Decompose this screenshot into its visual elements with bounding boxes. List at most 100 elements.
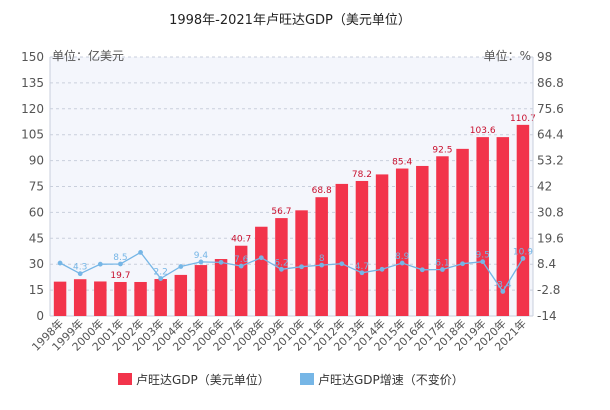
- y-left-tick-label: 105: [21, 128, 44, 142]
- growth-point-label: 6.1: [435, 259, 449, 269]
- growth-point-label: -3.4: [494, 280, 512, 290]
- gdp-bar-label: 92.5: [432, 145, 452, 155]
- gdp-bar-label: 19.7: [110, 271, 130, 281]
- gdp-bar: [154, 279, 167, 316]
- gdp-bar: [436, 156, 449, 316]
- y-left-tick-label: 45: [29, 231, 44, 245]
- gdp-bar: [375, 174, 389, 316]
- growth-point-label: 2.2: [154, 268, 168, 278]
- gdp-bar: [234, 245, 248, 316]
- growth-point: [299, 264, 304, 270]
- growth-point: [57, 260, 63, 266]
- growth-point: [520, 256, 526, 261]
- growth-point: [178, 264, 184, 269]
- gdp-bar: [355, 180, 369, 316]
- gdp-bar-label: 85.4: [392, 158, 412, 168]
- gdp-bar: [416, 165, 429, 316]
- gdp-bar-label: 68.8: [312, 186, 332, 196]
- gdp-bar: [496, 137, 510, 316]
- gdp-bar-label: 110.7: [510, 114, 536, 124]
- growth-point: [158, 276, 164, 281]
- y-right-tick-label: 30.8: [537, 205, 564, 219]
- legend-swatch-growth: [300, 373, 314, 385]
- growth-point-label: 4.3: [73, 263, 87, 273]
- gdp-bar: [516, 124, 530, 316]
- growth-point: [218, 259, 224, 265]
- growth-point: [339, 261, 345, 267]
- gdp-bar: [476, 137, 489, 316]
- y-right-tick-label: -2.8: [537, 283, 560, 297]
- gdp-bar: [73, 279, 87, 316]
- growth-point: [97, 261, 103, 267]
- growth-point: [238, 263, 244, 269]
- y-right-tick-label: 19.6: [537, 231, 564, 245]
- grid-lines: [50, 56, 533, 317]
- gdp-bar: [315, 197, 328, 316]
- gdp-bar: [255, 226, 268, 316]
- y-right-tick-label: 64.4: [537, 128, 564, 142]
- legend-label-growth: 卢旺达GDP增速（不变价）: [318, 372, 464, 387]
- gdp-bar: [395, 168, 409, 316]
- y-right-tick-label: 86.8: [537, 76, 564, 90]
- gdp-bar: [114, 281, 127, 316]
- growth-point-label: 9.5: [476, 251, 490, 261]
- growth-point: [440, 267, 445, 272]
- growth-point: [379, 266, 385, 272]
- growth-point-label: 9.4: [194, 251, 209, 261]
- growth-point-label: 8: [319, 254, 325, 264]
- growth-point: [480, 259, 486, 265]
- y-right-tick-label: -14: [537, 309, 557, 323]
- data-labels: 19.7 40.7 56.7 68.8 78.2 85.4 92.5 103.6 110.7 4.…: [73, 114, 536, 291]
- growth-point-label: 7.6: [234, 255, 249, 265]
- y-right-tick-label: 8.4: [537, 257, 556, 271]
- gdp-bar: [456, 148, 469, 316]
- growth-point: [359, 270, 365, 276]
- gdp-bar-label: 103.6: [470, 126, 496, 136]
- y-right-tick-label: 75.6: [537, 102, 564, 116]
- gdp-bar-label: 78.2: [352, 170, 372, 180]
- growth-point: [419, 267, 425, 273]
- growth-point-label: 10.9: [513, 247, 533, 257]
- growth-point: [138, 250, 143, 255]
- gdp-bar: [134, 281, 147, 316]
- growth-point-label: 6.2: [274, 258, 288, 268]
- y-left-tick-label: 60: [29, 205, 44, 219]
- growth-point: [118, 261, 123, 267]
- y-right-tick-label: 98: [537, 50, 552, 64]
- growth-point: [460, 261, 465, 267]
- chart-title: 1998年-2021年卢旺达GDP（美元单位）: [169, 12, 411, 28]
- legend-label-gdp: 卢旺达GDP（美元单位）: [136, 372, 270, 387]
- gdp-bar: [53, 281, 67, 316]
- growth-point-label: 4.7: [355, 262, 369, 272]
- y-right-tick-label: 53.2: [537, 154, 564, 168]
- gdp-bar: [214, 259, 228, 316]
- gdp-bar: [94, 281, 107, 316]
- growth-point-label: 8.9: [395, 252, 410, 262]
- growth-point: [198, 259, 204, 265]
- line-series: [57, 250, 526, 294]
- growth-point: [399, 260, 405, 266]
- growth-point-label: 8.5: [113, 253, 127, 263]
- growth-point: [279, 266, 284, 272]
- y-left-tick-label: 90: [29, 154, 44, 168]
- right-unit-label: 单位：%: [484, 48, 531, 63]
- y-left-tick-label: 120: [21, 102, 44, 116]
- y-left-tick-label: 15: [29, 283, 44, 297]
- legend: 卢旺达GDP（美元单位） 卢旺达GDP增速（不变价）: [118, 372, 464, 387]
- gdp-bar: [194, 265, 208, 316]
- y-left-tick-label: 135: [21, 76, 44, 90]
- y-left-tick-label: 75: [29, 180, 44, 194]
- y-left-tick-label: 30: [29, 257, 44, 271]
- growth-point: [319, 262, 325, 268]
- growth-line: [59, 251, 524, 293]
- gdp-bar: [335, 183, 349, 316]
- growth-point: [258, 255, 264, 261]
- growth-point: [77, 271, 83, 277]
- y-right-tick-label: 42: [537, 180, 552, 194]
- bar-series: [53, 124, 530, 316]
- y-left-tick-label: 150: [21, 50, 44, 64]
- y-left-tick-label: 0: [36, 309, 44, 323]
- gdp-bar-label: 40.7: [231, 235, 251, 245]
